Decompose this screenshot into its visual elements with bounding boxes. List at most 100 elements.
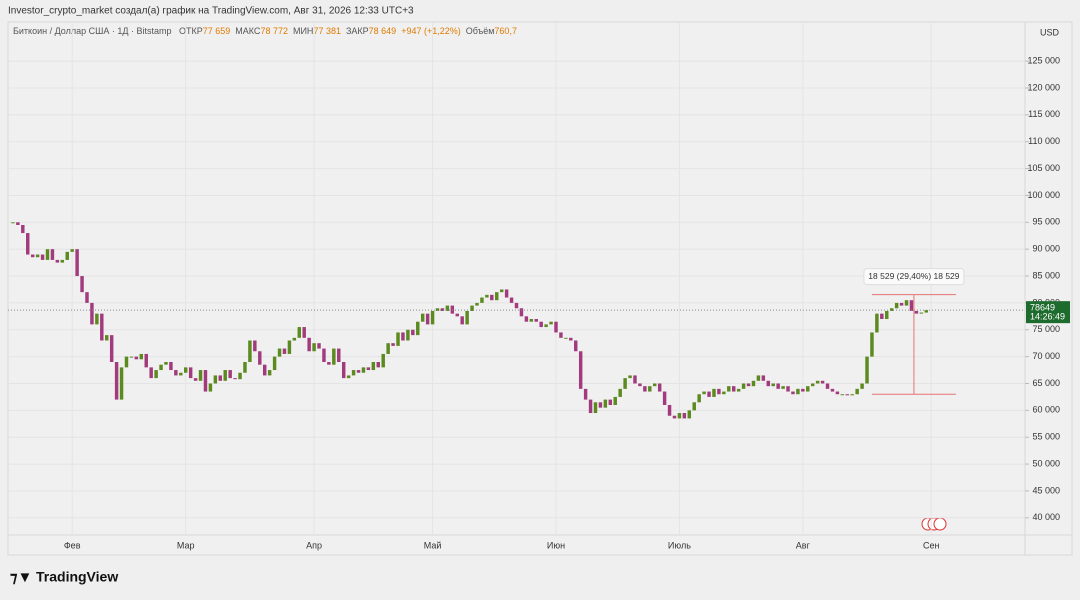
candle-body: [578, 351, 583, 389]
candle-body: [40, 254, 45, 260]
y-tick-label: 60 000: [1032, 405, 1060, 415]
candle-body: [574, 340, 578, 352]
ohlc-label: ЗАКР: [346, 26, 369, 36]
candle-body: [80, 276, 84, 293]
x-tick-label: Апр: [306, 540, 322, 550]
y-tick-label: 70 000: [1032, 351, 1060, 361]
candle-body: [292, 337, 297, 341]
measure-box: [863, 268, 965, 286]
candle-body: [588, 399, 593, 414]
countdown-label: 14:26:49: [1030, 312, 1065, 322]
y-tick-label: 125 000: [1027, 55, 1060, 65]
candle-body: [583, 388, 588, 400]
symbol: Биткоин / Доллар США · 1Д · Bitstamp: [13, 26, 171, 36]
x-tick-label: Июль: [668, 540, 691, 550]
candle-body: [203, 370, 208, 392]
ohlc-label: МИН: [293, 26, 313, 36]
candle-body: [549, 321, 553, 325]
candle-body: [416, 321, 420, 336]
candle-body: [208, 383, 213, 392]
candle-body: [781, 386, 785, 389]
candle-body: [184, 367, 188, 373]
candle-body: [727, 386, 731, 392]
candle-body: [253, 340, 257, 352]
y-tick-label: 95 000: [1032, 217, 1060, 227]
candle-body: [480, 297, 484, 303]
candle-body: [35, 254, 40, 258]
candle-body: [796, 388, 800, 395]
candle-body: [90, 302, 94, 325]
candle-body: [465, 310, 469, 325]
candle-body: [618, 388, 622, 397]
candle-body: [95, 313, 99, 325]
candle-body: [475, 302, 479, 306]
candle-body: [490, 294, 494, 301]
ohlc-label: МАКС: [235, 26, 261, 36]
y-tick-label: 115 000: [1028, 109, 1060, 119]
candle-body: [682, 413, 687, 419]
candle-body: [638, 383, 642, 387]
candle-body: [233, 378, 237, 380]
candle-body: [791, 391, 795, 395]
candle-body: [499, 289, 504, 293]
candle-body: [835, 391, 840, 395]
candle-body: [174, 370, 178, 376]
candle-body: [450, 305, 455, 314]
candle-body: [889, 308, 894, 311]
candle-body: [623, 378, 627, 389]
candle-body: [391, 343, 395, 346]
x-tick-label: Сен: [923, 540, 940, 550]
candle-body: [904, 300, 909, 306]
candle-body: [485, 294, 489, 298]
candle-body: [613, 396, 617, 405]
candle-body: [672, 415, 677, 419]
candle-body: [109, 335, 114, 362]
candle-body: [396, 332, 400, 346]
candle-body: [702, 391, 706, 395]
candle-body: [603, 399, 608, 408]
x-tick-label: Фев: [64, 540, 81, 550]
candle-body: [707, 391, 711, 397]
change: +947 (+1,22%): [401, 26, 461, 36]
candle-body: [430, 310, 435, 325]
candle-body: [717, 388, 721, 395]
candle-body: [495, 292, 499, 301]
candle-body: [564, 337, 568, 339]
candle-body: [455, 313, 459, 317]
candle-body: [406, 329, 410, 341]
candle-body: [544, 324, 548, 328]
candle-body: [731, 386, 736, 392]
last-price-box: [1026, 301, 1070, 324]
candle-body: [440, 308, 445, 311]
candle-body: [317, 343, 321, 349]
y-tick-label: 110 000: [1028, 136, 1060, 146]
candle-body: [880, 313, 884, 320]
candle-body: [218, 375, 223, 381]
candle-body: [179, 372, 183, 376]
candle-body: [193, 378, 198, 381]
candle-body: [119, 367, 124, 400]
flag-icons: [921, 517, 947, 531]
candle-body: [21, 224, 25, 234]
candle-body: [761, 375, 766, 381]
candle-body: [470, 305, 474, 311]
x-tick-label: Авг: [796, 540, 811, 550]
candle-body: [376, 361, 380, 368]
candle-body: [628, 375, 632, 379]
last-price-label: 78649: [1030, 303, 1055, 313]
ohlc-value: 77 381: [313, 26, 341, 36]
candle-body: [124, 356, 129, 368]
candle-body: [524, 316, 529, 322]
candle-body: [213, 375, 218, 384]
candle-body: [736, 388, 741, 392]
candle-body: [598, 402, 603, 408]
y-tick-label: 85 000: [1032, 270, 1060, 280]
candle-body: [894, 302, 899, 309]
candle-body: [776, 383, 780, 389]
candle-body: [262, 364, 267, 376]
candle-body: [65, 251, 69, 260]
candle-body: [169, 361, 173, 371]
candle-body: [26, 233, 30, 255]
